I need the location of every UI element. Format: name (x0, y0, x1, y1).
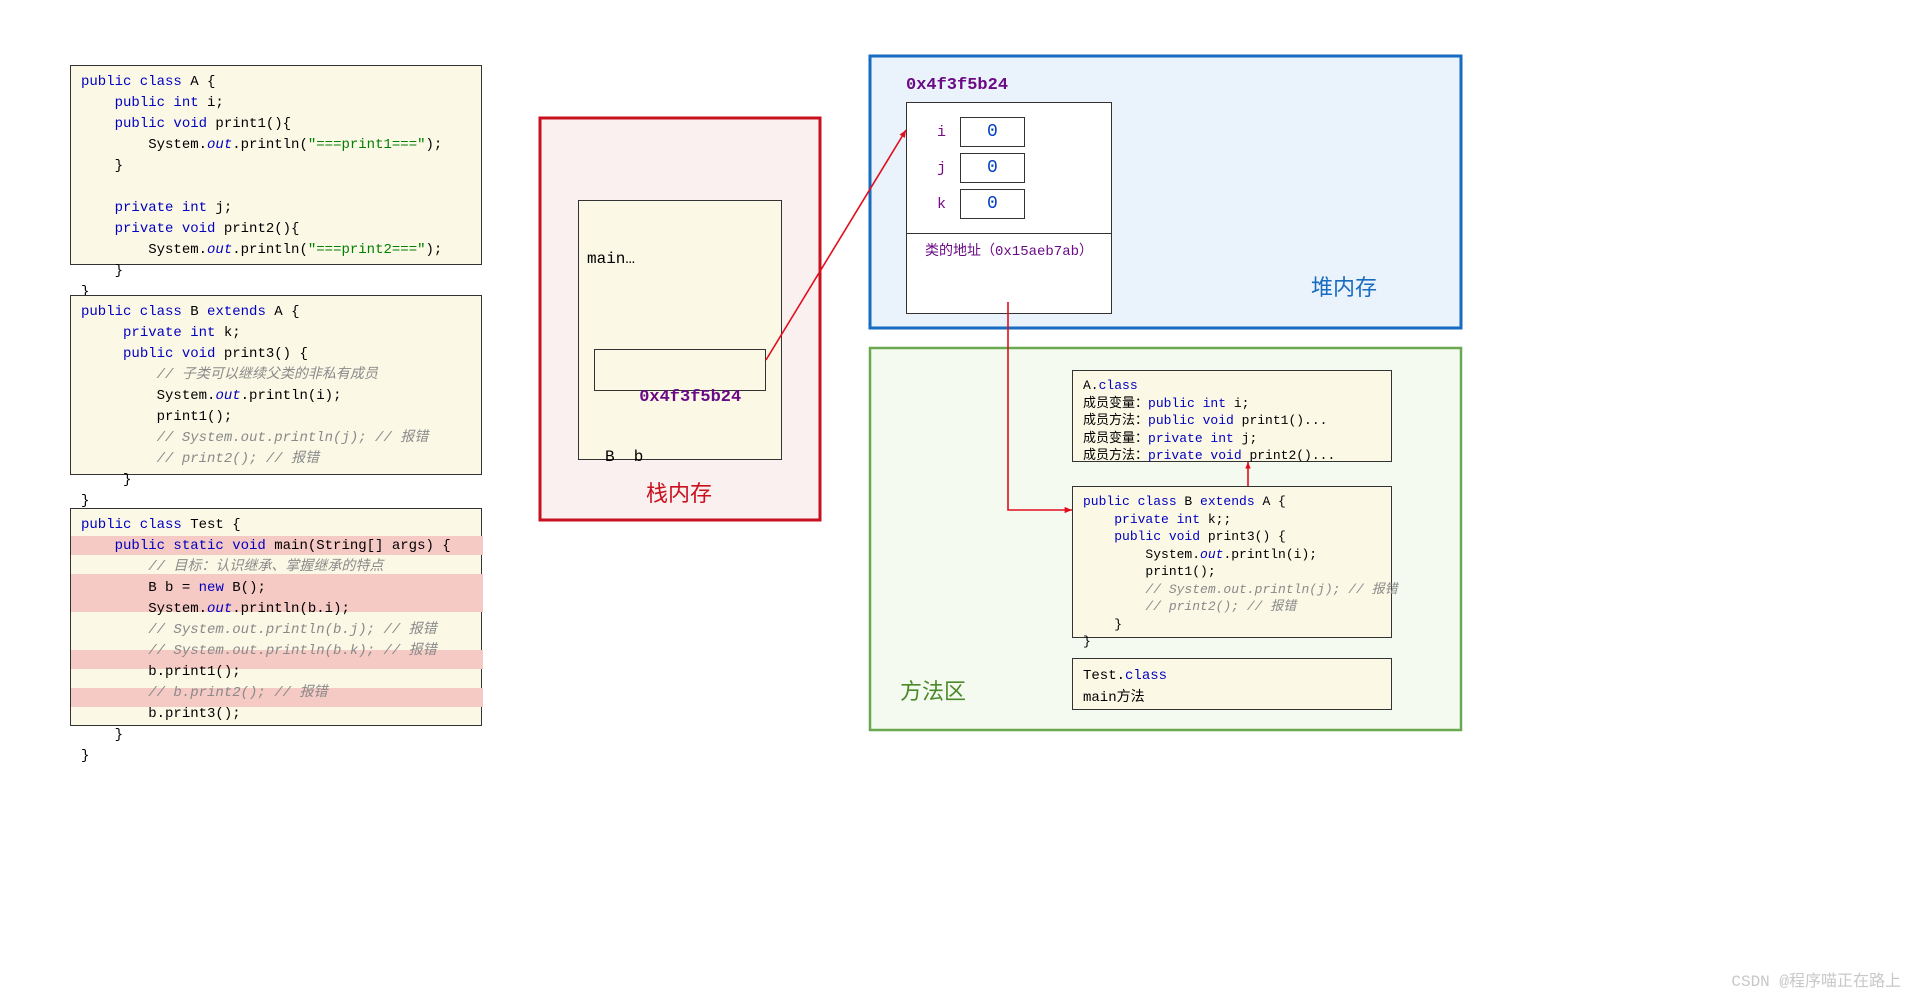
stack-frame-main: main… B b (578, 200, 782, 460)
heap-obj-addr: 0x4f3f5b24 (906, 76, 1008, 95)
method-area-bclass: public class B extends A { private int k… (1072, 486, 1392, 638)
code-class-b: public class B extends A { private int k… (70, 295, 482, 475)
method-area-testclass: Test.classmain方法 (1072, 658, 1392, 710)
stack-addr-text: 0x4f3f5b24 (639, 388, 741, 407)
heap-class-addr: 类的地址（0x15aeb7ab） (907, 233, 1111, 266)
watermark: CSDN @程序喵正在路上 (1731, 967, 1901, 991)
code-class-a: public class A { public int i; public vo… (70, 65, 482, 265)
method-area-aclass: A.class成员变量：public int i;成员方法：public voi… (1072, 370, 1392, 462)
heap-fields: i0j0k0 (907, 103, 1111, 233)
heap-object-box: i0j0k0 类的地址（0x15aeb7ab） (906, 102, 1112, 314)
stack-var-label: B b (587, 445, 773, 469)
code-class-test: public class Test { public static void m… (70, 508, 482, 726)
stack-addr-box: 0x4f3f5b24 (594, 349, 766, 391)
heap-title: 堆内存 (1311, 270, 1377, 302)
stack-frame-label: main… (587, 247, 773, 271)
method-area-title: 方法区 (900, 674, 966, 706)
